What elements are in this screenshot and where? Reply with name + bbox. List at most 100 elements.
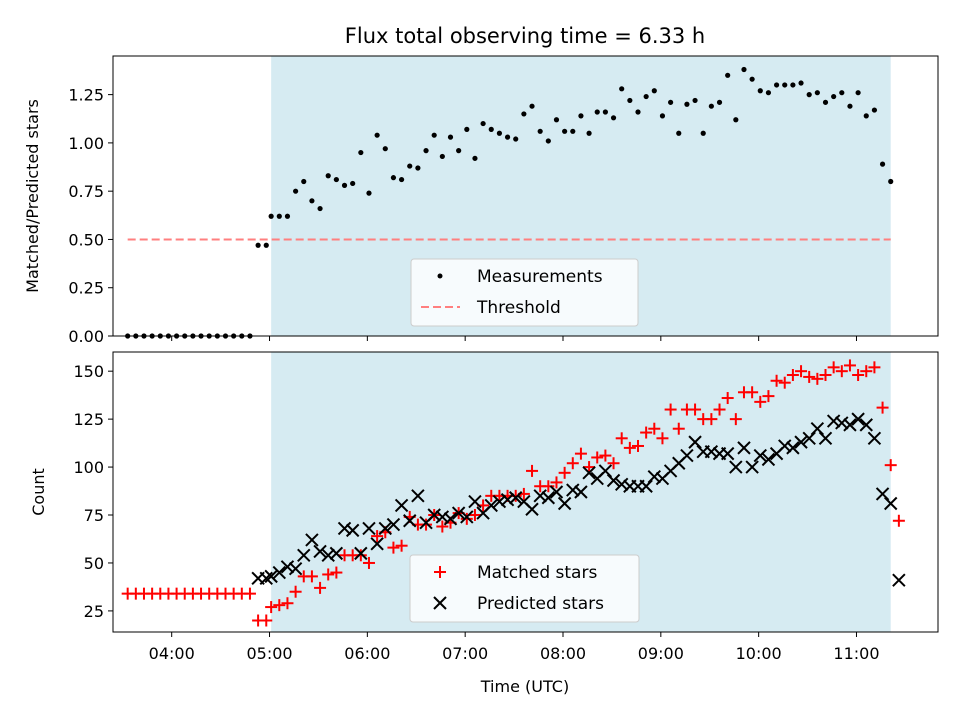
predicted-stars-point — [264, 569, 278, 584]
chart-title: Flux total observing time = 6.33 h — [345, 24, 705, 48]
predicted-stars-point — [753, 448, 767, 463]
predicted-stars-point — [867, 431, 882, 446]
measurement-point — [374, 132, 380, 138]
matched-stars-point — [868, 361, 881, 374]
predicted-stars-point — [582, 466, 596, 480]
predicted-stars-point — [574, 485, 588, 499]
matched-stars-point — [632, 439, 644, 452]
predicted-stars-point — [818, 431, 833, 446]
predicted-stars-point — [451, 506, 466, 520]
matched-stars-point — [305, 570, 318, 583]
matched-stars-point — [558, 466, 571, 479]
predicted-stars-point — [492, 494, 507, 509]
predicted-stars-point — [606, 473, 621, 488]
measurement-point — [529, 103, 535, 109]
predicted-stars-point — [639, 479, 653, 493]
predicted-stars-point — [370, 537, 384, 551]
measurement-point — [602, 109, 608, 115]
measurement-point — [610, 115, 617, 121]
matched-stars-point — [892, 514, 905, 527]
matched-stars-point — [640, 426, 653, 439]
measurement-point — [676, 130, 682, 136]
measurement-point — [879, 161, 886, 167]
measurement-point — [350, 180, 356, 187]
predicted-stars-point — [810, 422, 825, 436]
predicted-stars-point — [875, 487, 890, 501]
matched-stars-point — [623, 441, 636, 454]
measurement-point — [496, 130, 503, 136]
measurement-point — [871, 107, 878, 113]
measurement-point — [407, 163, 413, 169]
measurement-point — [863, 113, 869, 119]
measurement-point — [627, 97, 633, 104]
matched-stars-point — [672, 422, 685, 435]
y-tick-label: 75 — [84, 506, 104, 525]
predicted-stars-point — [884, 496, 898, 511]
matched-stars-point — [566, 457, 579, 470]
legend-threshold-label: Threshold — [476, 298, 561, 318]
matched-stars-point — [468, 509, 481, 522]
measurement-point — [814, 90, 820, 96]
legend-matched-stars-label: Matched stars — [477, 563, 597, 583]
matched-stars-point — [526, 464, 539, 477]
measurement-point — [276, 213, 282, 219]
matched-stars-point — [729, 413, 742, 426]
matched-stars-point — [811, 372, 824, 385]
legend-measurements-marker — [437, 273, 443, 279]
matched-stars-point — [827, 361, 840, 374]
matched-stars-point — [770, 374, 783, 387]
top-legend-box — [410, 258, 639, 327]
measurement-point — [301, 178, 307, 185]
matched-stars-point — [322, 568, 335, 581]
measurement-point — [293, 188, 299, 194]
measurement-point — [651, 88, 657, 94]
x-tick-label: 10:00 — [736, 644, 782, 663]
predicted-stars-point — [500, 492, 515, 507]
measurement-point — [382, 146, 388, 152]
bottom-y-axis-label: Count — [29, 468, 48, 516]
predicted-stars-point — [321, 548, 335, 562]
predicted-stars-point — [892, 573, 906, 587]
matched-stars-point — [460, 512, 473, 525]
measurement-point — [553, 117, 560, 123]
predicted-stars-point — [435, 510, 450, 524]
top-axes: 0.00 0.25 0.50 0.75 1.00 1.25 Flux total obse… — [23, 24, 939, 346]
y-tick-label: 0.00 — [68, 327, 104, 346]
bottom-legend: Matched stars Predicted stars — [409, 554, 640, 623]
measurement-point — [447, 134, 454, 140]
measurement-point — [692, 97, 698, 104]
measurement-point — [333, 176, 339, 183]
predicted-stars-point — [533, 489, 547, 503]
measurement-point — [725, 72, 731, 78]
predicted-stars-point — [509, 491, 523, 505]
x-axis-label: Time (UTC) — [480, 677, 569, 696]
bottom-legend-box — [409, 554, 640, 623]
predicted-stars-point — [460, 510, 474, 524]
matched-stars-point — [243, 587, 256, 600]
measurement-point — [390, 175, 397, 181]
predicted-stars-point — [549, 485, 564, 499]
matched-stars-point — [795, 365, 808, 378]
measurement-point — [765, 90, 772, 96]
measurement-point — [684, 101, 690, 107]
measurement-point — [708, 103, 714, 109]
x-tick-label: 08:00 — [540, 644, 586, 663]
measurement-point — [578, 113, 584, 119]
x-tick-label: 09:00 — [638, 644, 684, 663]
bottom-axes: 25 50 75 100 125 150 04:00 05:00 06:00 07:00 08:0… — [29, 351, 939, 696]
measurement-point — [659, 113, 666, 119]
predicted-stars-point — [541, 491, 556, 505]
matched-stars-point — [689, 403, 702, 416]
measurement-point — [423, 148, 429, 154]
predicted-stars-point — [761, 452, 776, 467]
predicted-stars-point — [729, 460, 743, 474]
predicted-stars-point — [859, 418, 873, 432]
x-tick-label: 06:00 — [344, 644, 390, 663]
matched-stars-point — [615, 432, 628, 445]
predicted-stars-point — [566, 483, 580, 497]
predicted-stars-point — [427, 508, 441, 522]
matched-stars-point — [721, 392, 734, 405]
matched-stars-point — [778, 376, 791, 389]
measurement-point — [822, 99, 829, 105]
matched-stars-point — [713, 403, 726, 416]
